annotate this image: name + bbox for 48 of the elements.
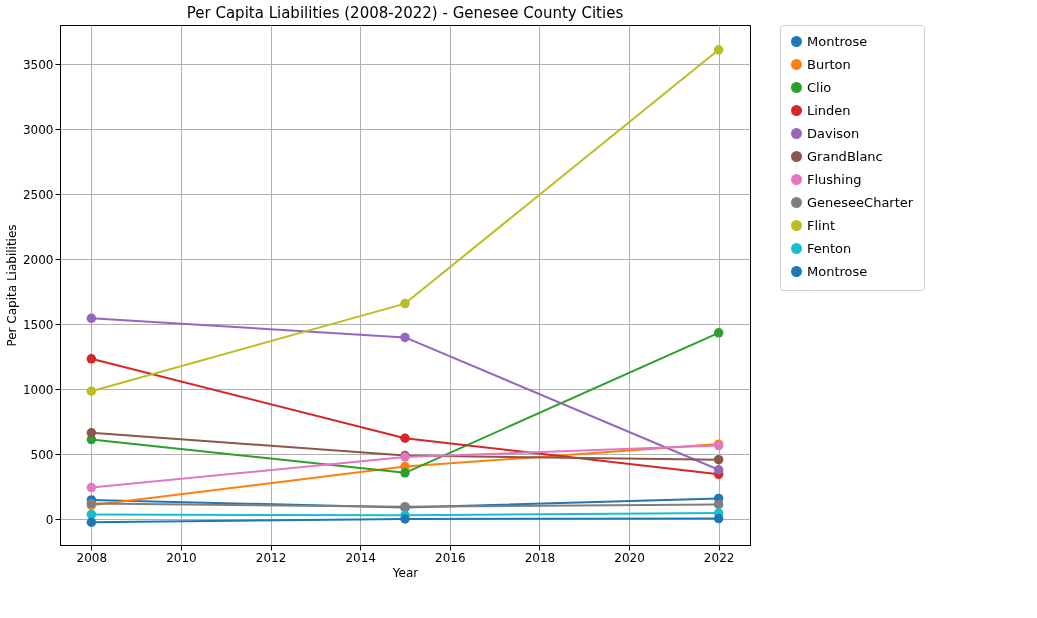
y-tick-label: 500 [30, 447, 54, 462]
point [86, 509, 97, 520]
point [86, 386, 97, 396]
point [400, 332, 410, 343]
point [713, 454, 724, 465]
point [713, 513, 724, 524]
x-tick-label: 2014 [345, 550, 376, 565]
x-tick-label: 2022 [703, 550, 735, 565]
y-tick-label: 2000 [22, 252, 54, 267]
y-tick-label: 3000 [22, 122, 54, 137]
point [713, 328, 724, 338]
point [400, 433, 410, 443]
x-tick-label: 2012 [255, 550, 287, 565]
point [86, 517, 97, 527]
point [86, 482, 97, 493]
point [86, 428, 97, 438]
point [400, 468, 410, 478]
legend-label: Flushing [807, 171, 862, 187]
y-tick-label: 1000 [22, 382, 54, 397]
y-axis-title: Per Capita Liabilities [4, 224, 19, 347]
legend-label: GrandBlanc [807, 148, 883, 164]
legend-label: Montrose [807, 33, 868, 49]
y-tick-label: 0 [45, 512, 54, 527]
x-tick-label: 2018 [524, 550, 556, 565]
x-tick-label: 2008 [76, 550, 108, 565]
legend-label: Flint [807, 217, 836, 233]
y-tick-label: 3500 [22, 57, 54, 72]
x-tick-label: 2010 [166, 550, 197, 565]
legend-label: GeneseeCharter [807, 194, 914, 210]
point [400, 298, 410, 309]
point [713, 45, 724, 55]
point [713, 499, 724, 510]
legend-label: Linden [807, 102, 851, 118]
legend-label: Burton [807, 56, 851, 72]
point [86, 313, 97, 324]
point [86, 354, 97, 364]
chart-title: Per Capita Liabilities (2008-2022) - Genesee County Cities [186, 3, 624, 22]
legend-label: Montrose [807, 263, 868, 279]
y-tick-label: 2500 [22, 187, 54, 202]
x-tick-label: 2020 [614, 550, 645, 565]
legend-label: Clio [807, 79, 832, 95]
x-tick-label: 2016 [435, 550, 466, 565]
legend-label: Davison [807, 125, 860, 141]
y-tick-label: 1500 [22, 317, 54, 332]
x-axis-title: Year [391, 565, 419, 580]
point [713, 465, 724, 475]
point [400, 514, 410, 524]
legend-label: Fenton [807, 240, 852, 256]
